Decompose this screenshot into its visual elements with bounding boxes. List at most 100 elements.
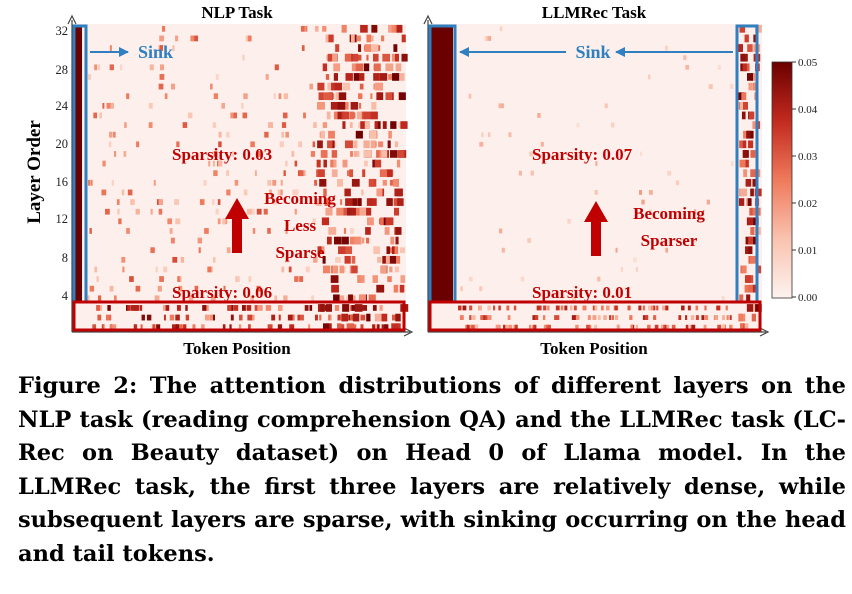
heatmap-cell	[169, 228, 173, 234]
trend-arrow	[225, 198, 249, 253]
heatmap-cell	[309, 305, 313, 311]
heatmap-cell	[351, 265, 358, 274]
heatmap-cell	[346, 323, 355, 332]
heatmap-cell	[265, 74, 269, 80]
heatmap-cell	[695, 305, 699, 311]
heatmap-cell	[384, 324, 389, 331]
y-tick: 4	[62, 289, 69, 303]
heatmap-cell	[363, 150, 372, 158]
heatmap-cell	[387, 24, 393, 33]
heatmap-cell	[349, 169, 354, 178]
heatmap-cell	[218, 160, 223, 167]
heatmap-cell	[745, 246, 752, 255]
heatmap-cell	[671, 324, 676, 330]
heatmap-cell	[146, 314, 152, 321]
heatmap-cell	[373, 246, 380, 255]
heatmap-cell	[374, 121, 378, 129]
heatmap-cell	[391, 53, 397, 62]
heatmap-cell	[430, 26, 453, 302]
heatmap-cell	[547, 305, 550, 311]
heatmap-cell	[160, 64, 164, 71]
heatmap-cell	[379, 305, 383, 311]
heatmap-cell	[743, 101, 749, 110]
heatmap-cell	[242, 112, 248, 119]
heatmap-cell	[620, 267, 623, 272]
heatmap-cell	[385, 92, 393, 101]
sparsity-upper: Sparsity: 0.03	[172, 145, 272, 164]
heatmap-cell	[377, 256, 382, 263]
heatmap-cell	[748, 82, 753, 91]
heatmap-cell	[90, 179, 93, 186]
heatmap-cell	[350, 151, 353, 157]
heatmap-cell	[346, 207, 352, 216]
heatmap-cell	[158, 83, 164, 90]
heatmap-cell	[241, 305, 246, 311]
heatmap-cell	[333, 111, 338, 120]
heatmap-cell	[750, 150, 756, 158]
heatmap-cell	[547, 324, 551, 330]
heatmap-cell	[337, 323, 342, 332]
heatmap-cell	[118, 218, 122, 225]
heatmap-cell	[298, 141, 303, 148]
heatmap-cell	[101, 189, 107, 196]
heatmap-cell	[384, 227, 390, 235]
heatmap-cell	[362, 305, 368, 311]
heatmap-cell	[267, 324, 273, 331]
heatmap-cell	[188, 295, 194, 302]
heatmap-cell	[159, 35, 164, 42]
heatmap-cell	[498, 305, 501, 311]
heatmap-cell	[126, 305, 129, 311]
heatmap-cell	[311, 295, 315, 302]
heatmap-cell	[740, 188, 748, 197]
heatmap-cell	[471, 324, 475, 330]
heatmap-cell	[708, 84, 713, 89]
heatmap-cell	[254, 170, 257, 177]
heatmap-cell	[372, 178, 377, 187]
heatmap-cell	[683, 238, 687, 243]
heatmap-cell	[350, 34, 355, 43]
heatmap-cell	[203, 179, 207, 186]
heatmap-cell	[327, 140, 333, 149]
heatmap-cell	[107, 305, 111, 311]
trend-label: Less	[284, 216, 317, 235]
heatmap-cell	[252, 228, 256, 234]
heatmap-cell	[164, 93, 168, 100]
heatmap-cell	[741, 111, 746, 120]
heatmap-cell	[485, 36, 489, 41]
heatmap-cell	[283, 170, 286, 177]
heatmap-cell	[642, 305, 646, 311]
heatmap-cell	[376, 150, 380, 158]
heatmap-cell	[334, 305, 340, 311]
heatmap-cell	[158, 199, 164, 205]
heatmap-cell	[645, 315, 649, 320]
heatmap-cell	[370, 111, 378, 120]
heatmap-cell	[725, 305, 728, 311]
heatmap-cell	[135, 285, 141, 292]
heatmap-cell	[395, 236, 399, 245]
heatmap-cell	[353, 140, 358, 149]
heatmap-cell	[382, 53, 391, 62]
heatmap-cell	[388, 255, 397, 264]
heatmap-cell	[332, 53, 338, 62]
heatmap-cell	[209, 314, 214, 321]
heatmap-cell	[532, 324, 535, 330]
heatmap-cell	[176, 305, 181, 311]
heatmap-cell	[105, 314, 109, 321]
heatmap-cell	[254, 305, 259, 311]
heatmap-cell	[392, 314, 397, 321]
heatmap-cell	[739, 24, 746, 33]
heatmap-cell	[648, 74, 651, 80]
heatmap-cell	[597, 315, 601, 320]
heatmap-cell	[330, 101, 338, 110]
heatmap-cell	[341, 236, 349, 245]
heatmap-cell	[376, 188, 383, 197]
heatmap-cell	[109, 285, 114, 292]
heatmap-cell	[169, 314, 175, 321]
heatmap-cell	[385, 63, 394, 72]
heatmap-cell	[468, 276, 473, 282]
heatmap-cell	[392, 73, 400, 81]
heatmap-cell	[250, 295, 254, 302]
heatmap-cell	[215, 74, 219, 80]
heatmap-cell	[351, 178, 360, 187]
heatmap-cell	[344, 188, 351, 197]
